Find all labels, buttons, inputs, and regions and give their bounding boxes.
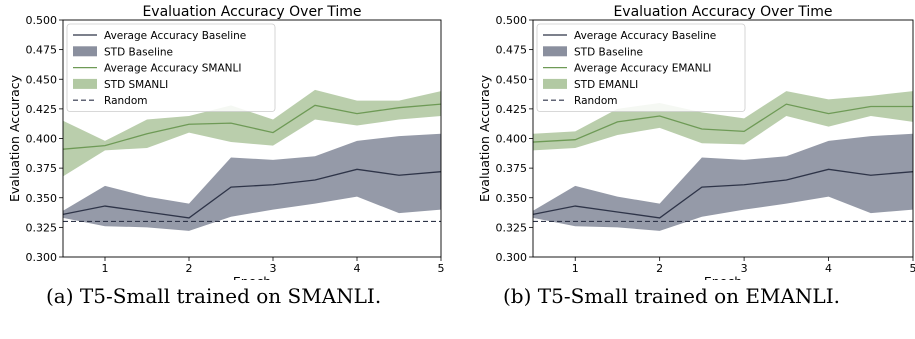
y-tick-label: 0.450 xyxy=(26,73,58,86)
x-tick-label: 4 xyxy=(825,262,832,275)
x-tick-label: 1 xyxy=(572,262,579,275)
y-tick-label: 0.475 xyxy=(26,44,58,57)
chart-title: Evaluation Accuracy Over Time xyxy=(142,4,361,20)
y-tick-label: 0.400 xyxy=(496,133,528,146)
x-tick-label: 4 xyxy=(354,262,361,275)
legend-label-3: STD EMANLI xyxy=(574,79,638,91)
series-line-2 xyxy=(532,103,913,143)
y-tick-label: 0.500 xyxy=(26,14,58,27)
y-tick-label: 0.400 xyxy=(26,133,58,146)
legend-label-1: STD Baseline xyxy=(574,46,643,58)
band-1 xyxy=(533,133,913,231)
y-axis-label: Evaluation Accuracy xyxy=(7,74,22,202)
y-tick-label: 0.300 xyxy=(26,251,58,264)
legend-swatch-3 xyxy=(543,78,567,89)
x-axis-label: Epoch xyxy=(704,274,742,280)
x-tick-label: 5 xyxy=(910,262,915,275)
legend-swatch-1 xyxy=(73,46,97,57)
chart-panel-1: 0.300 0.325 0.350 0.375 0.400 0.425 0.450 0.475… xyxy=(7,4,445,280)
legend-box xyxy=(66,23,276,112)
y-tick-label: 0.350 xyxy=(26,192,58,205)
band-3 xyxy=(533,91,913,151)
y-tick-label: 0.500 xyxy=(496,14,528,27)
y-tick-label: 0.475 xyxy=(496,44,528,57)
y-tick-label: 0.425 xyxy=(26,103,58,116)
y-tick-label: 0.300 xyxy=(496,251,528,264)
series-line-2 xyxy=(62,103,442,150)
y-tick-label: 0.450 xyxy=(496,73,528,86)
legend-label-2: Average Accuracy EMANLI xyxy=(574,63,711,75)
x-tick-label: 3 xyxy=(741,262,748,275)
caption-a: (a) T5-Small trained on SMANLI. xyxy=(46,284,382,308)
y-tick-label: 0.375 xyxy=(26,162,58,175)
x-tick-label: 1 xyxy=(102,262,109,275)
chart-panel-2: 0.300 0.325 0.350 0.375 0.400 0.425 0.450 0.475… xyxy=(477,4,915,280)
legend-label-4: Random xyxy=(104,95,147,107)
y-tick-label: 0.425 xyxy=(496,103,528,116)
x-axis-label: Epoch xyxy=(233,274,271,280)
series-line-0 xyxy=(532,168,914,219)
chart-title: Evaluation Accuracy Over Time xyxy=(613,4,832,20)
series-line-0 xyxy=(62,168,442,219)
legend-box xyxy=(536,23,746,112)
legend-label-1: STD Baseline xyxy=(104,46,173,58)
y-tick-label: 0.325 xyxy=(496,221,528,234)
legend-label-4: Random xyxy=(574,95,617,107)
y-tick-label: 0.375 xyxy=(496,162,528,175)
band-1 xyxy=(63,133,441,231)
x-tick-label: 3 xyxy=(270,262,277,275)
y-axis-label: Evaluation Accuracy xyxy=(477,74,492,202)
legend-label-2: Average Accuracy SMANLI xyxy=(104,63,241,75)
x-tick-label: 2 xyxy=(656,262,663,275)
figure-canvas: 0.300 0.325 0.350 0.375 0.400 0.425 0.450 0.475… xyxy=(7,4,915,280)
x-tick-label: 5 xyxy=(438,262,445,275)
legend-swatch-1 xyxy=(543,46,567,57)
legend-label-3: STD SMANLI xyxy=(104,79,168,91)
x-tick-label: 2 xyxy=(186,262,193,275)
legend-label-0: Average Accuracy Baseline xyxy=(104,30,246,42)
legend-swatch-3 xyxy=(73,78,97,89)
caption-b: (b) T5-Small trained on EMANLI. xyxy=(503,284,840,308)
legend-label-0: Average Accuracy Baseline xyxy=(574,30,716,42)
y-tick-label: 0.350 xyxy=(496,192,528,205)
y-tick-label: 0.325 xyxy=(26,221,58,234)
